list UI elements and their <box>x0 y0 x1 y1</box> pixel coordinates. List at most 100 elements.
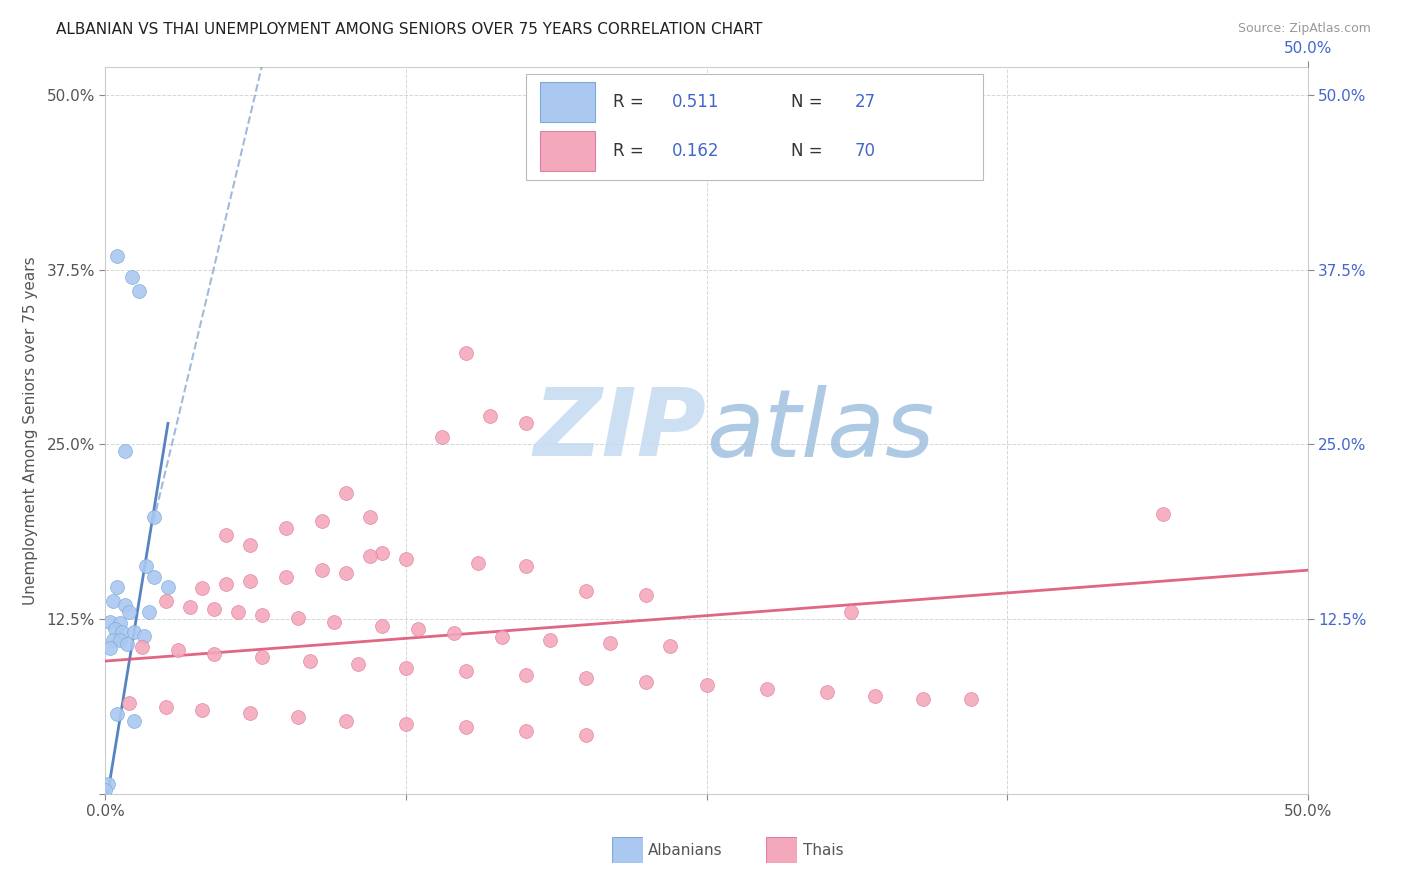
Point <box>911 691 934 706</box>
Point <box>214 577 236 591</box>
Point <box>335 714 357 728</box>
Point <box>111 624 134 639</box>
Point <box>97 777 120 791</box>
Point <box>863 689 886 703</box>
Point <box>454 720 477 734</box>
Point <box>121 269 143 284</box>
Point <box>359 510 381 524</box>
Point <box>298 654 321 668</box>
Point <box>118 605 141 619</box>
Point <box>454 346 477 360</box>
Point <box>575 671 598 685</box>
Point <box>128 284 150 298</box>
Point <box>636 588 658 602</box>
Point <box>371 546 394 560</box>
Point <box>575 728 598 742</box>
Point <box>118 696 141 710</box>
Point <box>696 678 718 692</box>
Point <box>124 714 146 728</box>
Point <box>335 486 357 500</box>
Point <box>755 681 778 696</box>
Point <box>108 616 131 631</box>
Point <box>98 641 121 656</box>
Point <box>94 782 117 797</box>
Point <box>960 691 983 706</box>
Point <box>108 633 131 648</box>
Point <box>659 639 682 653</box>
Point <box>104 622 127 636</box>
Point <box>214 528 236 542</box>
Point <box>395 661 418 675</box>
Point <box>274 521 297 535</box>
Point <box>107 707 129 722</box>
Point <box>98 615 121 629</box>
Point <box>250 649 273 664</box>
Point <box>515 417 537 431</box>
Point <box>107 580 129 594</box>
Point <box>515 723 537 738</box>
Point <box>114 444 136 458</box>
Point <box>138 605 160 619</box>
Point <box>960 123 983 137</box>
Point <box>179 599 201 614</box>
Point <box>135 559 157 574</box>
Text: ALBANIAN VS THAI UNEMPLOYMENT AMONG SENIORS OVER 75 YEARS CORRELATION CHART: ALBANIAN VS THAI UNEMPLOYMENT AMONG SENI… <box>56 22 762 37</box>
Text: Thais: Thais <box>803 843 844 857</box>
Point <box>124 624 146 639</box>
Point <box>190 703 212 717</box>
Point <box>132 629 155 643</box>
Point <box>287 611 309 625</box>
Point <box>322 615 344 629</box>
Point <box>406 622 429 636</box>
Point <box>107 249 129 263</box>
Point <box>142 570 165 584</box>
Point <box>287 710 309 724</box>
Text: atlas: atlas <box>707 384 935 476</box>
Point <box>311 563 333 577</box>
Point <box>575 584 598 599</box>
Point <box>443 626 465 640</box>
Text: ZIP: ZIP <box>534 384 707 476</box>
Point <box>599 636 621 650</box>
Point <box>467 556 489 570</box>
Point <box>395 717 418 731</box>
Point <box>155 594 177 608</box>
Point <box>101 633 124 648</box>
Point <box>538 633 561 648</box>
Point <box>395 552 418 566</box>
Point <box>239 538 262 552</box>
Text: Source: ZipAtlas.com: Source: ZipAtlas.com <box>1237 22 1371 36</box>
Point <box>155 700 177 714</box>
Point <box>347 657 370 671</box>
Point <box>115 637 138 651</box>
Point <box>114 598 136 612</box>
Point <box>1152 508 1174 522</box>
Point <box>359 549 381 564</box>
Point <box>166 643 188 657</box>
Point <box>131 640 153 654</box>
Point <box>335 566 357 580</box>
Point <box>156 580 179 594</box>
Point <box>636 675 658 690</box>
Point <box>202 647 225 661</box>
Point <box>274 570 297 584</box>
Point <box>142 510 165 524</box>
Point <box>815 685 838 699</box>
Point <box>190 582 212 596</box>
Point <box>491 630 513 644</box>
Point <box>250 607 273 622</box>
Point <box>515 559 537 574</box>
Point <box>430 430 453 444</box>
Text: Albanians: Albanians <box>648 843 723 857</box>
Point <box>479 409 502 424</box>
Point <box>311 514 333 528</box>
Point <box>202 602 225 616</box>
Point <box>226 605 249 619</box>
Y-axis label: Unemployment Among Seniors over 75 years: Unemployment Among Seniors over 75 years <box>24 256 38 605</box>
Point <box>454 664 477 678</box>
Point <box>839 605 862 619</box>
Point <box>371 619 394 633</box>
Point <box>239 706 262 720</box>
Point <box>515 668 537 682</box>
Point <box>239 574 262 589</box>
